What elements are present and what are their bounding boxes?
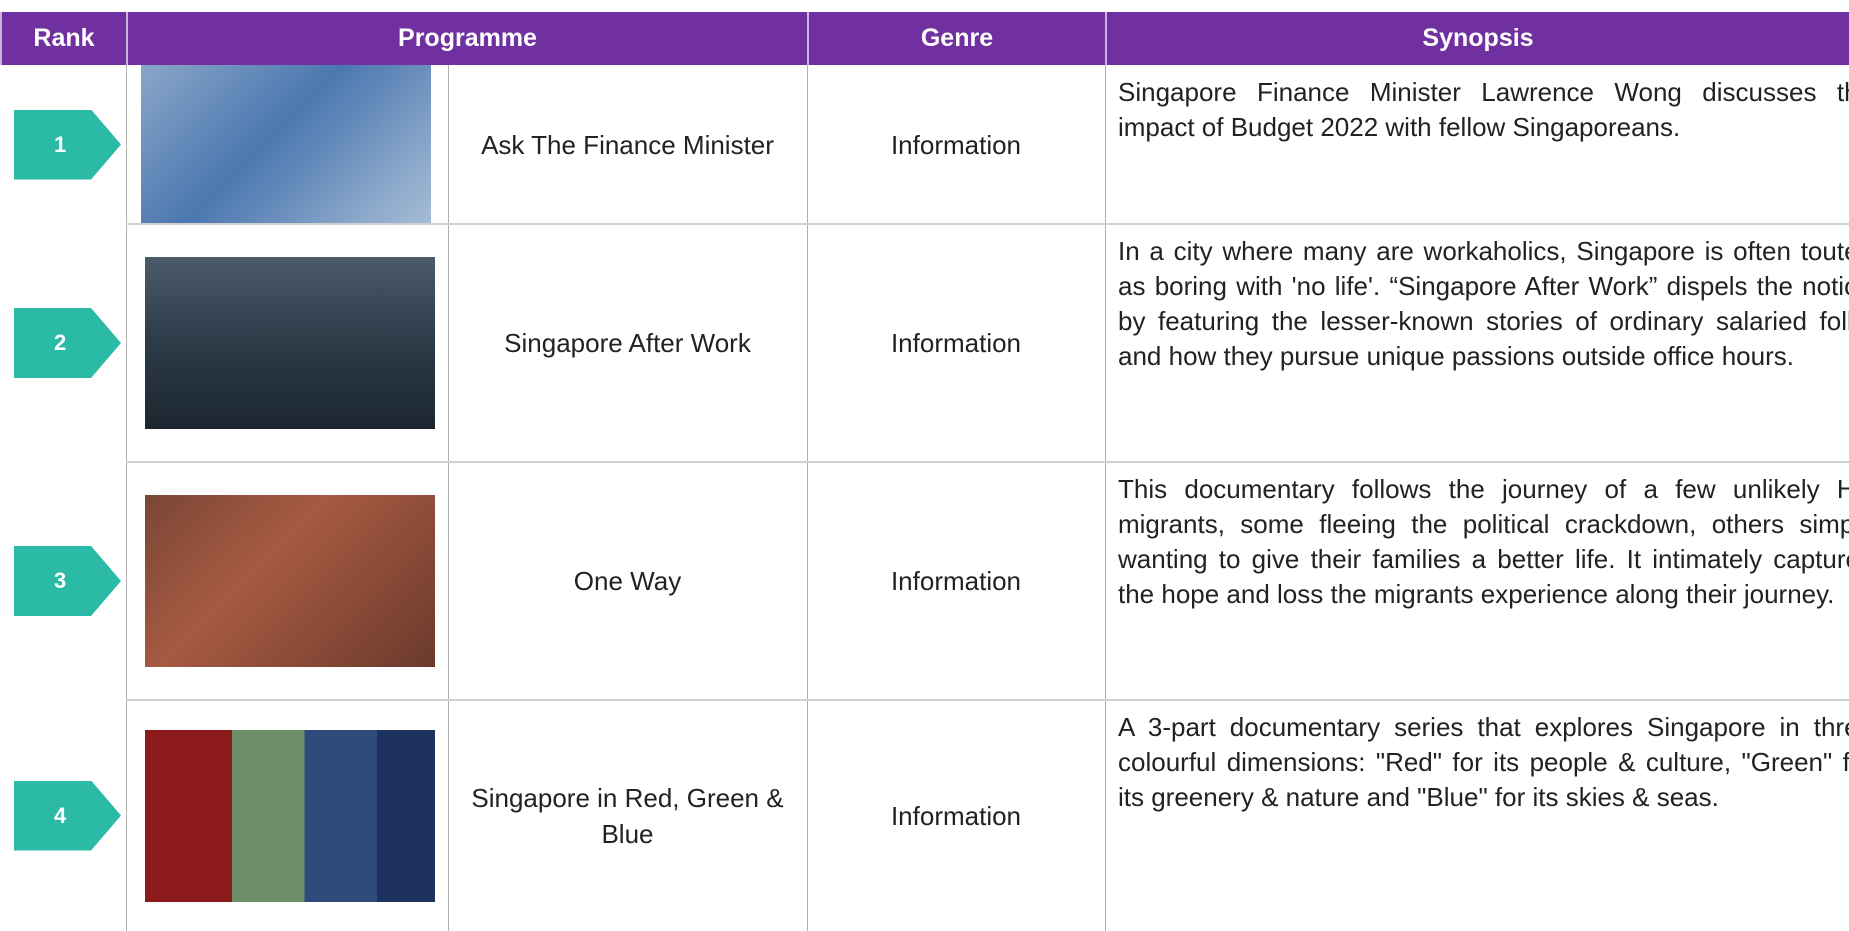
column-line: [1105, 65, 1106, 931]
programme-thumbnail: [141, 65, 431, 224]
programme-title: Singapore in Red, Green & Blue: [471, 782, 784, 849]
rank-badge: 1: [14, 109, 121, 180]
programme-thumbnail: [145, 729, 435, 902]
synopsis: A 3-part documentary series that explore…: [1118, 712, 1849, 812]
rank-badge: 3: [14, 546, 121, 616]
row-line: [126, 223, 1849, 225]
rank-badge: 2: [14, 308, 121, 378]
header-cell: Programme: [126, 12, 807, 65]
genre: Information: [890, 800, 1022, 831]
programme-title: One Way: [573, 566, 682, 596]
rank-badge: 4: [14, 780, 121, 851]
column-line: [126, 65, 127, 931]
header-cell: Rank: [0, 12, 126, 65]
header-cell: Genre: [807, 12, 1105, 65]
synopsis: In a city where many are workaholics, Si…: [1118, 236, 1849, 371]
genre: Information: [890, 328, 1022, 358]
genre: Information: [890, 129, 1022, 160]
column-line: [807, 65, 808, 931]
synopsis: This documentary follows the journey of …: [1118, 474, 1849, 609]
programme-thumbnail: [145, 495, 435, 667]
genre: Information: [890, 566, 1022, 596]
programme-title: Singapore After Work: [504, 328, 751, 358]
column-line: [448, 65, 449, 931]
synopsis: Singapore Finance Minister Lawrence Wong…: [1118, 77, 1849, 142]
row-line: [126, 461, 1849, 463]
programme-title: Ask The Finance Minister: [481, 129, 774, 160]
row-line: [126, 699, 1849, 701]
programme-thumbnail: [145, 257, 435, 429]
header-cell: Synopsis: [1105, 12, 1849, 65]
